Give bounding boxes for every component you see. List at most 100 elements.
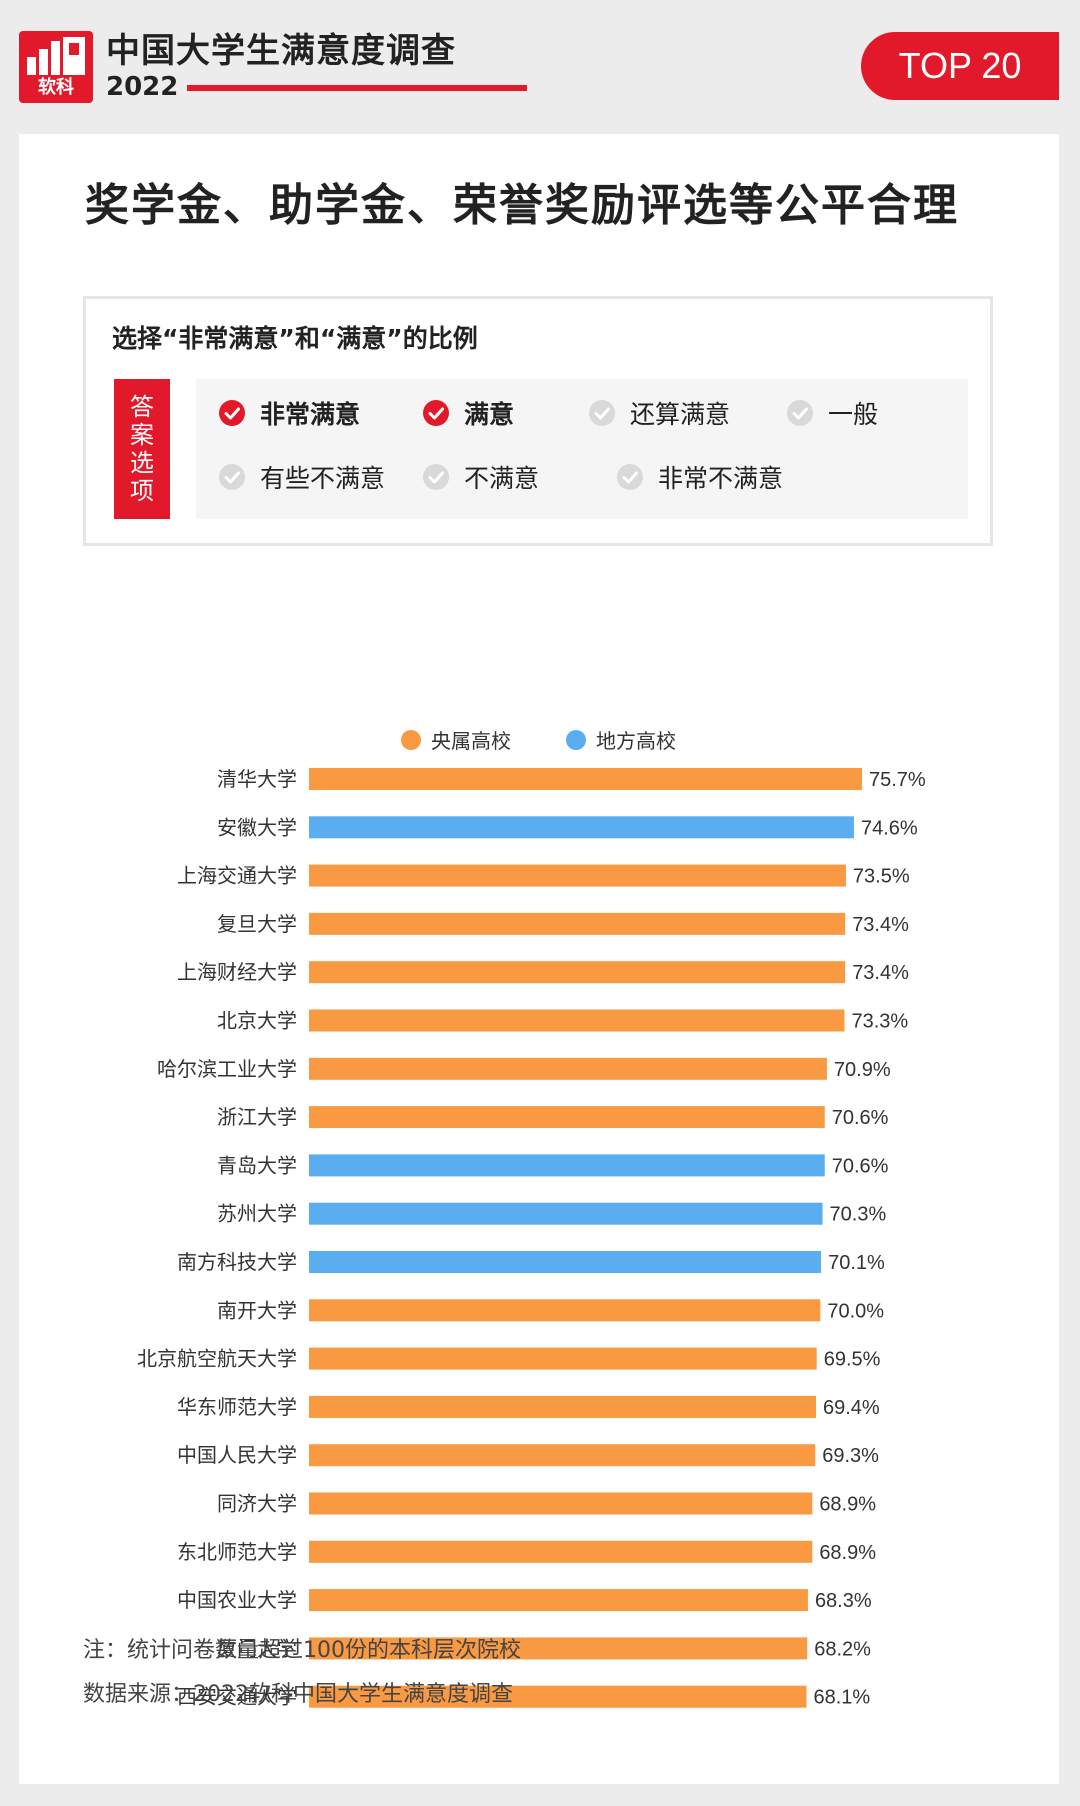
check-circle-icon bbox=[787, 400, 813, 426]
bar bbox=[309, 1057, 827, 1080]
category-label: 复旦大学 bbox=[217, 912, 297, 936]
value-label: 68.3% bbox=[815, 1590, 872, 1612]
check-circle-icon bbox=[617, 464, 643, 490]
legend-swatch bbox=[566, 730, 586, 750]
answer-tag-char: 项 bbox=[130, 477, 154, 505]
check-circle-icon bbox=[219, 464, 245, 490]
ranking-logo: 软科 bbox=[19, 31, 93, 103]
check-circle-icon bbox=[423, 464, 449, 490]
value-label: 70.0% bbox=[827, 1300, 884, 1322]
answer-option-label: 不满意 bbox=[464, 464, 540, 493]
content-card: 奖学金、助学金、荣誉奖励评选等公平合理 选择“非常满意”和“满意”的比例 答 案… bbox=[19, 134, 1059, 1784]
bar bbox=[309, 1685, 807, 1708]
answer-tag-char: 案 bbox=[130, 421, 154, 449]
bar bbox=[309, 1251, 822, 1273]
answer-option: 有些不满意 bbox=[218, 459, 385, 495]
answer-option: 非常满意 bbox=[218, 395, 360, 431]
check-circle-icon bbox=[219, 400, 245, 426]
value-label: 73.4% bbox=[852, 962, 909, 984]
category-label: 东北师范大学 bbox=[177, 1540, 297, 1564]
bar bbox=[309, 1589, 808, 1612]
category-label: 清华大学 bbox=[217, 767, 297, 791]
category-label: 中国人民大学 bbox=[177, 1443, 297, 1467]
bar bbox=[309, 1444, 816, 1467]
answer-options-box: 选择“非常满意”和“满意”的比例 答 案 选 项 非常满意 满意 还算满意 一般有些不… bbox=[83, 296, 993, 546]
answer-option-label: 满意 bbox=[464, 400, 515, 429]
top-badge: TOP 20 bbox=[861, 32, 1059, 100]
category-label: 南方科技大学 bbox=[177, 1250, 297, 1274]
bar bbox=[309, 816, 854, 839]
value-label: 68.9% bbox=[819, 1494, 876, 1516]
value-label: 69.4% bbox=[823, 1397, 880, 1419]
check-circle-icon bbox=[423, 400, 449, 426]
answer-tag-char: 答 bbox=[130, 393, 154, 421]
category-label: 厦门大学 bbox=[217, 1636, 297, 1660]
value-label: 68.9% bbox=[819, 1542, 876, 1564]
answer-tag: 答 案 选 项 bbox=[114, 379, 170, 519]
value-label: 69.5% bbox=[824, 1349, 881, 1371]
bar bbox=[309, 1106, 825, 1129]
header-underline bbox=[187, 85, 527, 91]
value-label: 73.3% bbox=[851, 1011, 908, 1033]
bar bbox=[309, 1540, 813, 1563]
legend-swatch bbox=[401, 730, 421, 750]
value-label: 69.3% bbox=[822, 1445, 879, 1467]
bar bbox=[309, 864, 846, 887]
category-label: 上海财经大学 bbox=[177, 960, 297, 984]
value-label: 70.6% bbox=[832, 1107, 889, 1129]
category-label: 北京大学 bbox=[217, 1009, 297, 1033]
answer-option: 非常不满意 bbox=[616, 459, 783, 495]
answer-option-label: 非常满意 bbox=[260, 400, 361, 429]
bar bbox=[309, 1637, 808, 1660]
bar bbox=[309, 1492, 813, 1515]
legend-label: 地方高校 bbox=[596, 729, 676, 753]
bar bbox=[309, 1154, 825, 1177]
bar bbox=[309, 1299, 821, 1322]
answer-option: 一般 bbox=[786, 395, 878, 431]
answer-question: 选择“非常满意”和“满意”的比例 bbox=[112, 324, 478, 353]
value-label: 73.5% bbox=[853, 866, 910, 888]
answer-option-label: 非常不满意 bbox=[658, 464, 784, 493]
answer-option: 满意 bbox=[422, 395, 514, 431]
category-label: 中国农业大学 bbox=[177, 1588, 297, 1612]
value-label: 70.3% bbox=[830, 1204, 887, 1226]
category-label: 哈尔滨工业大学 bbox=[157, 1057, 297, 1081]
category-label: 青岛大学 bbox=[217, 1153, 297, 1177]
footnote-note: 注：统计问卷数量超过100份的本科层次院校 bbox=[83, 1638, 521, 1663]
bar bbox=[309, 1347, 817, 1370]
survey-year: 2022 bbox=[106, 72, 179, 102]
value-label: 68.1% bbox=[813, 1687, 870, 1709]
logo-text: 软科 bbox=[38, 77, 74, 98]
category-label: 南开大学 bbox=[217, 1298, 297, 1322]
category-label: 上海交通大学 bbox=[177, 864, 297, 888]
category-label: 浙江大学 bbox=[217, 1105, 297, 1129]
answer-option-label: 有些不满意 bbox=[260, 464, 386, 493]
category-label: 西安交通大学 bbox=[177, 1685, 297, 1709]
answer-option: 还算满意 bbox=[588, 395, 730, 431]
value-label: 73.4% bbox=[852, 914, 909, 936]
value-label: 75.7% bbox=[869, 769, 926, 791]
category-label: 华东师范大学 bbox=[177, 1395, 297, 1419]
survey-title: 中国大学生满意度调查 bbox=[106, 31, 456, 71]
answer-option-label: 一般 bbox=[828, 400, 879, 429]
bar bbox=[309, 1395, 816, 1418]
category-label: 苏州大学 bbox=[217, 1202, 297, 1226]
value-label: 70.6% bbox=[832, 1155, 889, 1177]
value-label: 70.1% bbox=[828, 1252, 885, 1274]
footnote-source: 数据来源：2022软科中国大学生满意度调查 bbox=[83, 1682, 513, 1707]
options-panel: 非常满意 满意 还算满意 一般有些不满意 不满意 非常不满意 bbox=[196, 379, 968, 519]
bar bbox=[309, 912, 846, 935]
answer-option: 不满意 bbox=[422, 459, 539, 495]
chart-title: 奖学金、助学金、荣誉奖励评选等公平合理 bbox=[85, 180, 959, 231]
value-label: 70.9% bbox=[834, 1059, 891, 1081]
bar-chart-logo-icon bbox=[27, 37, 85, 75]
bar bbox=[309, 1202, 823, 1225]
bar bbox=[309, 768, 862, 790]
bar bbox=[309, 961, 846, 984]
answer-option-label: 还算满意 bbox=[630, 400, 731, 429]
category-label: 同济大学 bbox=[217, 1492, 297, 1516]
answer-tag-char: 选 bbox=[130, 449, 154, 477]
value-label: 74.6% bbox=[861, 817, 918, 839]
legend-label: 央属高校 bbox=[431, 729, 511, 753]
